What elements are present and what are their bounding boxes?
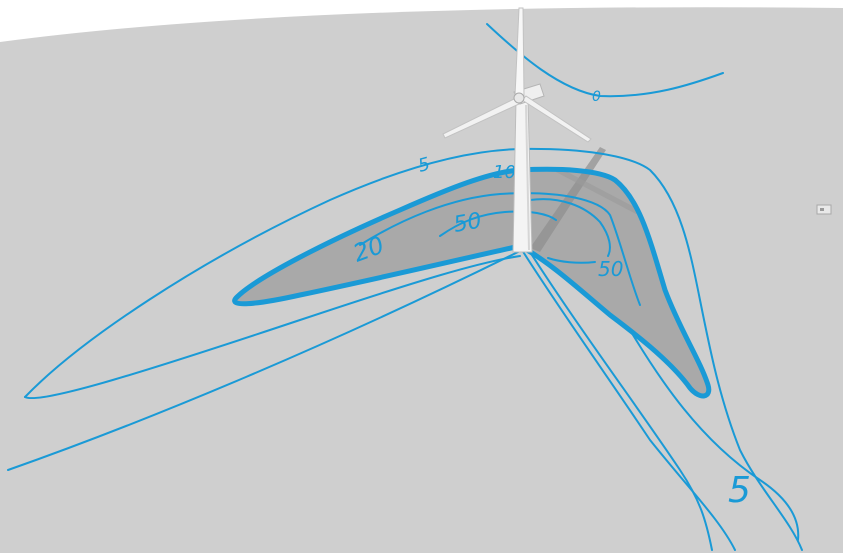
contour-lines [7,23,803,551]
contour-5-left-line [7,249,523,471]
contour-5-right-inner [521,249,736,551]
turbine-blade-right [521,95,592,143]
contour-labels: 0 5 10 50 20 50 5 [349,89,750,511]
shadow-zone [234,169,709,396]
contour-5-right-outer [529,251,713,551]
label-5-upper: 5 [416,154,432,177]
label-10: 10 [493,162,516,183]
label-50-right: 50 [598,257,623,281]
label-50-left: 50 [452,208,484,237]
turbine-hub [513,92,525,104]
contour-50-left [439,210,557,237]
contour-50-right [547,257,596,264]
blade-shadow [556,168,640,214]
label-0: 0 [592,89,601,105]
edge-marker-icon [816,204,832,215]
contour-20 [359,192,641,306]
contour-50-inner [529,198,611,257]
label-5-lower: 5 [728,470,751,511]
contour-5-loop [629,329,800,541]
wind-turbine-icon [442,7,592,253]
contour-5-outer-upper [24,147,803,551]
contour-5-outer-lower [24,255,521,400]
contour-10 [232,166,712,399]
